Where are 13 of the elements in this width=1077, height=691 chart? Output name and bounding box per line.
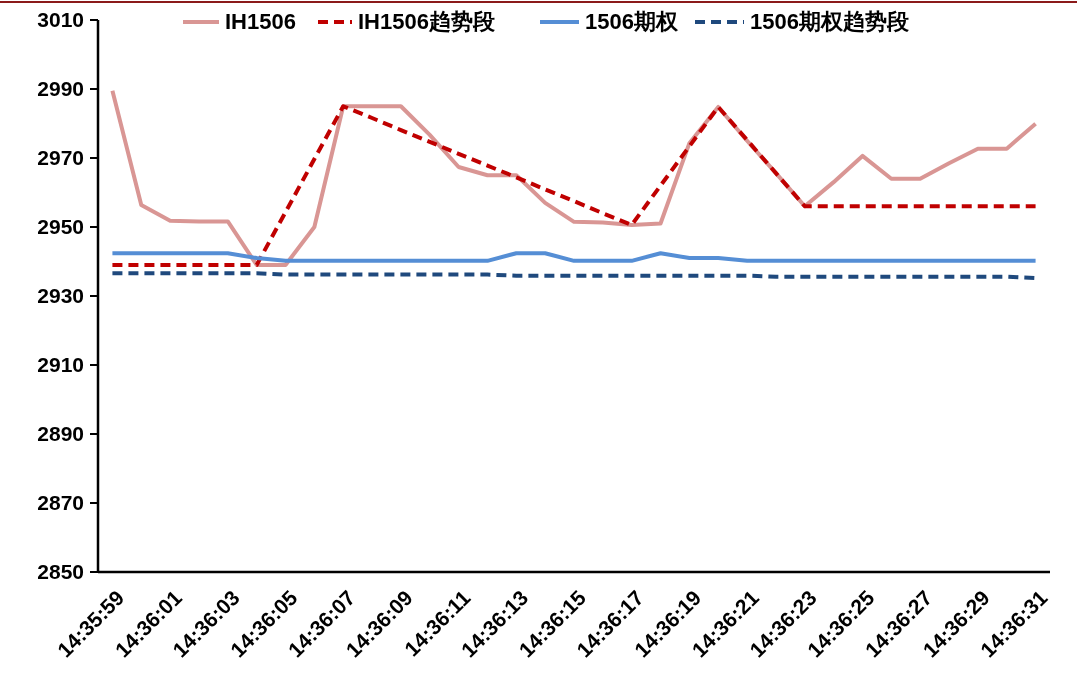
- y-tick-label: 3010: [37, 8, 84, 32]
- y-tick-label: 2890: [37, 422, 84, 446]
- y-tick-label: 2910: [37, 353, 84, 377]
- y-tick-label: 2930: [37, 284, 84, 308]
- y-tick-label: 2990: [37, 77, 84, 101]
- legend-label: 1506期权趋势段: [750, 9, 910, 34]
- y-tick-label: 2870: [37, 491, 84, 515]
- y-tick-label: 2970: [37, 146, 84, 170]
- legend-label: 1506期权: [585, 9, 679, 34]
- y-tick-label: 2850: [37, 560, 84, 584]
- legend-label: IH1506: [225, 9, 296, 34]
- y-tick-label: 2950: [37, 215, 84, 239]
- legend-label: IH1506趋势段: [358, 9, 496, 34]
